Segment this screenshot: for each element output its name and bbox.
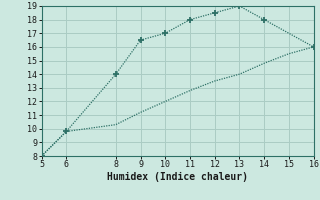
X-axis label: Humidex (Indice chaleur): Humidex (Indice chaleur): [107, 172, 248, 182]
